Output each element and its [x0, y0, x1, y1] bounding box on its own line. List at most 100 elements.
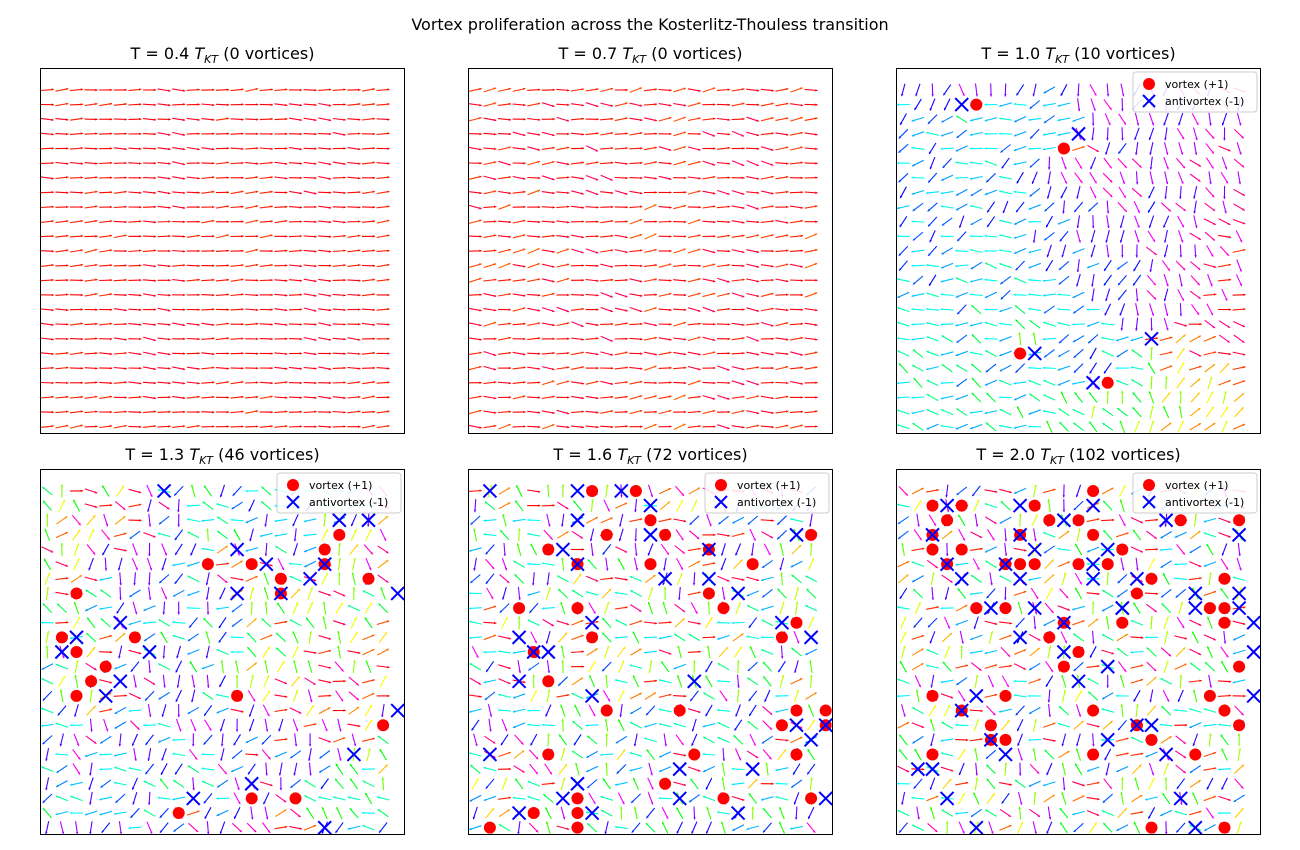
spin-arrow-head: [241, 88, 244, 91]
spin-arrow-head: [508, 351, 511, 355]
spin-arrow-head: [42, 603, 46, 606]
spin-arrow-head: [727, 88, 730, 91]
spin-arrow-head: [913, 377, 916, 381]
spin-arrow-head: [800, 161, 803, 164]
spin-arrow-head: [168, 133, 171, 136]
spin-arrow-head: [80, 308, 83, 311]
legend-vortex-label: vortex (+1): [1165, 78, 1228, 91]
spin-arrow-head: [683, 410, 687, 414]
spin-arrow-head: [270, 176, 273, 179]
spin-arrow-head: [343, 176, 346, 179]
spin-arrow-head: [1106, 390, 1110, 394]
spin-arrow-head: [66, 147, 69, 150]
spin-arrow-head: [1130, 366, 1133, 369]
spin-arrow-head: [940, 147, 943, 151]
spin-arrow-head: [523, 219, 526, 223]
spin-arrow-head: [929, 239, 932, 243]
spin-arrow-head: [1123, 195, 1126, 198]
spin-arrow-head: [339, 729, 342, 732]
spin-arrow-head: [742, 352, 745, 355]
spin-arrow-head: [771, 175, 774, 179]
spin-arrow-head: [95, 162, 98, 165]
spin-arrow-head: [387, 176, 390, 179]
spin-arrow-head: [41, 707, 44, 711]
spin-arrow-head: [66, 205, 69, 209]
spin-arrow-head: [514, 574, 517, 577]
spin-arrow-head: [197, 220, 200, 223]
spin-arrow-head: [1224, 210, 1227, 214]
spin-arrow-head: [314, 192, 317, 195]
spin-arrow-head: [1106, 94, 1110, 97]
spin-arrow-head: [343, 147, 346, 150]
spin-arrow-head: [483, 533, 486, 536]
spin-arrow-head: [1013, 293, 1016, 296]
spin-arrow-head: [1181, 298, 1184, 301]
spin-arrow-head: [114, 711, 118, 714]
spin-arrow-head: [255, 279, 259, 282]
spin-arrow-head: [625, 337, 628, 340]
spin-arrow-head: [220, 728, 223, 732]
spin-arrow-head: [926, 131, 929, 135]
spin-arrow-head: [1211, 151, 1214, 154]
spin-arrow-head: [241, 367, 244, 370]
spin-arrow-head: [727, 280, 730, 283]
spin-arrow-head: [270, 352, 273, 355]
spin-arrow-head: [241, 190, 244, 193]
spin-arrow-head: [197, 424, 200, 428]
spin-arrow-head: [1079, 166, 1082, 169]
spin-arrow-head: [1028, 293, 1031, 296]
spin-arrow-head: [552, 234, 555, 238]
spin-arrow-head: [984, 278, 987, 282]
spin-arrow-head: [785, 117, 789, 120]
spin-arrow-head: [255, 753, 259, 756]
spin-arrow-head: [328, 162, 332, 166]
spin-arrow-head: [1105, 152, 1108, 155]
spin-arrow-head: [70, 724, 73, 727]
spin-arrow-head: [1180, 239, 1184, 243]
spin-arrow-head: [365, 660, 369, 664]
spin-arrow-head: [785, 234, 789, 237]
spin-arrow-head: [470, 764, 473, 768]
spin-arrow-head: [102, 485, 105, 488]
spin-arrow-head: [970, 324, 973, 327]
spin-arrow-head: [124, 424, 127, 428]
spin-arrow-head: [742, 221, 745, 224]
spin-arrow-head: [1042, 279, 1046, 282]
spin-arrow-head: [771, 249, 774, 253]
spin-arrow-head: [515, 778, 518, 782]
spin-arrow-head: [241, 337, 244, 340]
spin-arrow-head: [1212, 325, 1216, 329]
spin-arrow-head: [1103, 283, 1107, 286]
spin-arrow-head: [1107, 255, 1110, 258]
spin-arrow-head: [1076, 269, 1080, 273]
spin-arrow-head: [625, 264, 628, 267]
spin-arrow-head: [1148, 210, 1151, 213]
spin-arrow-head: [485, 581, 489, 584]
spin-arrow-head: [348, 605, 351, 608]
spin-arrow-head: [1015, 305, 1018, 308]
spin-arrow-head: [581, 220, 584, 223]
spin-arrow-head: [387, 410, 390, 413]
spin-arrow-head: [276, 647, 279, 651]
spin-arrow-head: [95, 263, 98, 267]
spin-arrow-head: [42, 698, 46, 701]
spin-arrow-head: [756, 382, 759, 386]
spin-arrow-head: [669, 206, 672, 209]
spin-arrow-head: [1096, 149, 1099, 152]
spin-arrow-head: [153, 265, 156, 268]
spin-arrow-head: [984, 249, 987, 253]
spin-arrow-head: [741, 295, 745, 298]
spin-arrow-head: [372, 117, 375, 120]
spin-arrow-head: [284, 681, 287, 684]
spin-arrow-head: [216, 711, 220, 714]
spin-arrow-head: [343, 221, 346, 224]
spin-arrow-head: [109, 278, 113, 282]
spin-arrow-head: [350, 764, 353, 767]
spin-arrow-head: [771, 381, 774, 384]
spin-arrow-head: [742, 395, 745, 398]
spin-arrow-head: [483, 766, 487, 770]
spin-arrow-head: [508, 248, 511, 252]
spin-arrow-head: [385, 764, 388, 767]
spin-arrow-head: [508, 87, 511, 91]
spin-arrow-head: [926, 191, 929, 195]
